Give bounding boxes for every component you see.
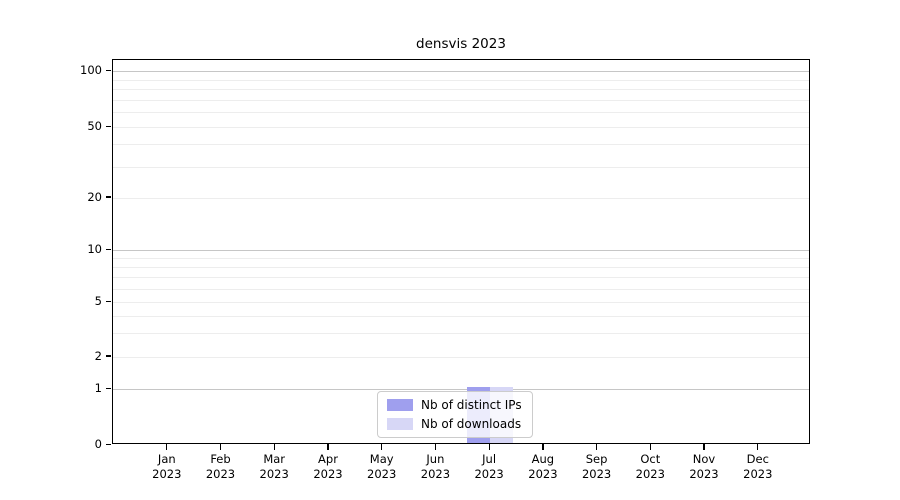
x-tick-jan xyxy=(166,444,168,450)
legend-item-distinct-ips: Nb of distinct IPs xyxy=(387,398,522,412)
y-tick-label-20: 20 xyxy=(87,189,102,204)
x-tick-label-nov: Nov 2023 xyxy=(689,452,719,481)
plot-area: Nb of distinct IPs Nb of downloads xyxy=(112,59,810,444)
x-tick-label-jun: Jun 2023 xyxy=(420,452,451,481)
gridline-y-70 xyxy=(113,99,809,101)
legend-item-downloads: Nb of downloads xyxy=(387,417,522,431)
y-tick-5 xyxy=(106,300,111,302)
legend-label-downloads: Nb of downloads xyxy=(421,417,522,431)
gridline-y-3 xyxy=(113,332,809,334)
legend-swatch-downloads xyxy=(387,418,413,430)
x-tick-aug xyxy=(542,444,544,450)
y-tick-1 xyxy=(106,387,111,389)
gridline-y-100 xyxy=(113,71,809,72)
x-tick-label-apr: Apr 2023 xyxy=(313,452,343,481)
x-tick-label-feb: Feb 2023 xyxy=(205,452,236,481)
y-tick-20 xyxy=(106,196,111,198)
y-tick-label-0: 0 xyxy=(94,437,102,451)
x-tick-apr xyxy=(327,444,329,450)
chart-title: densvis 2023 xyxy=(416,36,506,52)
legend-label-distinct-ips: Nb of distinct IPs xyxy=(421,398,522,412)
gridline-y-5 xyxy=(113,302,809,304)
y-tick-10 xyxy=(106,248,111,250)
x-tick-may xyxy=(381,444,383,450)
y-tick-label-100: 100 xyxy=(80,63,102,77)
gridline-y-30 xyxy=(113,166,809,168)
gridline-y-7 xyxy=(113,276,809,278)
x-tick-jun xyxy=(434,444,437,450)
gridline-y-90 xyxy=(113,79,809,81)
legend: Nb of distinct IPs Nb of downloads xyxy=(377,391,533,438)
y-tick-2 xyxy=(106,355,111,357)
x-tick-label-jul: Jul 2023 xyxy=(474,452,504,481)
x-tick-jul xyxy=(488,444,490,450)
gridline-y-6 xyxy=(113,288,809,290)
y-tick-100 xyxy=(106,69,111,71)
y-tick-0 xyxy=(106,443,111,445)
x-tick-oct xyxy=(649,444,651,450)
gridline-y-20 xyxy=(113,197,809,199)
gridline-y-1 xyxy=(113,389,809,391)
x-tick-label-sep: Sep 2023 xyxy=(581,452,612,481)
y-tick-label-2: 2 xyxy=(94,348,102,363)
x-tick-dec xyxy=(757,444,759,450)
x-tick-label-may: May 2023 xyxy=(367,452,397,481)
x-tick-mar xyxy=(273,444,275,450)
x-tick-nov xyxy=(703,444,705,450)
y-tick-50 xyxy=(106,125,111,127)
gridline-y-4 xyxy=(113,315,809,317)
y-tick-label-1: 1 xyxy=(94,381,102,396)
legend-swatch-distinct-ips xyxy=(387,399,413,411)
x-tick-label-mar: Mar 2023 xyxy=(259,452,289,481)
y-tick-label-10: 10 xyxy=(87,242,102,257)
x-tick-feb xyxy=(219,444,222,450)
gridline-y-8 xyxy=(113,266,809,268)
gridline-y-2 xyxy=(113,356,809,358)
y-tick-label-50: 50 xyxy=(87,119,102,133)
gridline-y-40 xyxy=(113,144,809,146)
y-tick-label-5: 5 xyxy=(94,294,102,309)
gridline-y-50 xyxy=(113,127,809,128)
gridline-y-80 xyxy=(113,89,809,90)
x-tick-label-dec: Dec 2023 xyxy=(743,452,773,481)
gridline-y-9 xyxy=(113,258,809,260)
gridline-y-60 xyxy=(113,112,809,114)
x-tick-label-jan: Jan 2023 xyxy=(152,452,182,481)
x-tick-sep xyxy=(596,444,598,450)
gridline-y-10 xyxy=(113,250,809,252)
x-tick-label-aug: Aug 2023 xyxy=(528,452,558,481)
x-tick-label-oct: Oct 2023 xyxy=(635,452,665,481)
